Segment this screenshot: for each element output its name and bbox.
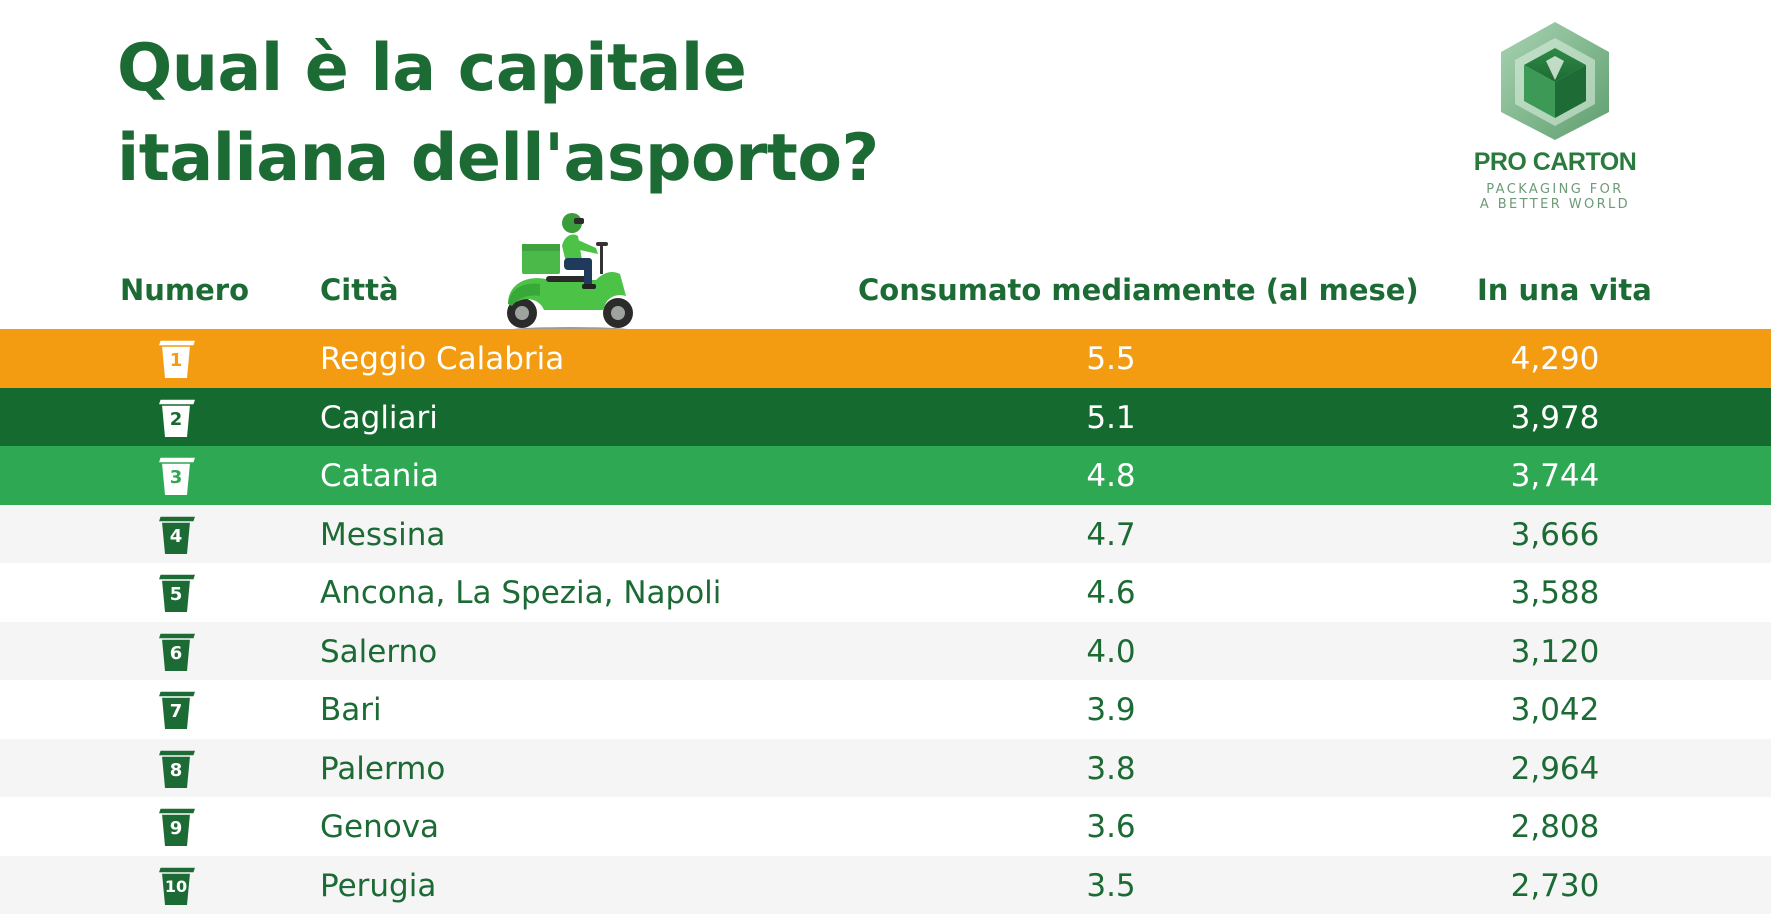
page-title: Qual è la capitale italiana dell'asporto… [117, 31, 879, 196]
table-row: 10 Perugia 3.5 2,730 [0, 855, 1771, 914]
monthly-value: 4.8 [1086, 458, 1136, 494]
table-row: 1 Reggio Calabria 5.5 4,290 [0, 329, 1771, 388]
city-name: Catania [320, 458, 440, 494]
brand-name: PRO CARTON [1473, 148, 1637, 176]
table-row: 5 Ancona, La Spezia, Napoli 4.6 3,588 [0, 563, 1771, 622]
ranking-table: 1 Reggio Calabria 5.5 4,290 2 Cagliari 5… [0, 329, 1771, 914]
takeaway-box-icon: 4 [156, 514, 200, 556]
lifetime-value: 3,666 [1510, 516, 1600, 553]
pro-carton-logo: PRO CARTON PACKAGING FOR A BETTER WORLD [1470, 20, 1640, 215]
lifetime-value: 2,730 [1510, 867, 1600, 904]
takeaway-box-icon: 10 [156, 865, 200, 907]
rank-number: 8 [169, 759, 183, 781]
table-row: 2 Cagliari 5.1 3,978 [0, 387, 1771, 446]
lifetime-value: 3,744 [1510, 458, 1600, 494]
city-name: Salerno [320, 633, 438, 670]
lifetime-value: 3,042 [1510, 692, 1600, 728]
city-name: Bari [320, 692, 382, 728]
monthly-value: 3.9 [1086, 692, 1136, 728]
takeaway-box-icon: 8 [156, 748, 200, 790]
rank-number: 2 [169, 408, 183, 430]
header-rank: Numero [120, 273, 250, 307]
brand-tagline-2: A BETTER WORLD [1479, 197, 1631, 212]
city-name: Messina [320, 516, 446, 553]
city-name: Perugia [320, 867, 437, 904]
monthly-value: 3.5 [1086, 867, 1136, 904]
monthly-value: 3.8 [1086, 750, 1136, 787]
takeaway-box-icon: 1 [156, 338, 200, 380]
rank-number: 6 [169, 642, 183, 664]
lifetime-value: 2,808 [1510, 809, 1600, 845]
takeaway-box-icon: 6 [156, 631, 200, 673]
header-city: Città [320, 273, 399, 307]
rank-number: 7 [169, 701, 183, 722]
table-row: 8 Palermo 3.8 2,964 [0, 738, 1771, 797]
lifetime-value: 3,120 [1510, 633, 1600, 670]
takeaway-box-icon: 2 [156, 397, 200, 439]
lifetime-value: 4,290 [1510, 341, 1600, 377]
city-name: Genova [320, 809, 440, 845]
rank-number: 3 [169, 467, 183, 488]
monthly-value: 5.1 [1086, 399, 1136, 436]
city-name: Cagliari [320, 399, 438, 436]
takeaway-box-icon: 5 [156, 572, 200, 614]
rank-number: 10 [164, 876, 188, 896]
header-monthly: Consumato mediamente (al mese) [858, 273, 1419, 307]
city-name: Reggio Calabria [320, 341, 565, 377]
table-row: 6 Salerno 4.0 3,120 [0, 621, 1771, 680]
rank-number: 1 [169, 350, 183, 371]
header-lifetime: In una vita [1477, 273, 1652, 307]
city-name: Palermo [320, 750, 446, 787]
monthly-value: 4.6 [1086, 575, 1136, 611]
monthly-value: 4.7 [1086, 516, 1136, 553]
lifetime-value: 3,978 [1510, 399, 1600, 436]
pro-carton-cube-icon [1501, 22, 1609, 140]
takeaway-box-icon: 3 [156, 455, 200, 497]
rank-number: 9 [169, 818, 183, 839]
rank-number: 4 [169, 525, 183, 547]
rank-number: 5 [169, 584, 183, 605]
delivery-scooter-icon [504, 213, 636, 335]
takeaway-box-icon: 7 [156, 689, 200, 731]
city-name: Ancona, La Spezia, Napoli [320, 575, 722, 611]
lifetime-value: 2,964 [1510, 750, 1600, 787]
takeaway-box-icon: 9 [156, 806, 200, 848]
table-row: 4 Messina 4.7 3,666 [0, 504, 1771, 563]
monthly-value: 5.5 [1086, 341, 1136, 377]
table-row: 9 Genova 3.6 2,808 [0, 797, 1771, 856]
table-row: 3 Catania 4.8 3,744 [0, 446, 1771, 505]
brand-tagline-1: PACKAGING FOR [1486, 182, 1624, 197]
lifetime-value: 3,588 [1510, 575, 1600, 611]
monthly-value: 3.6 [1086, 809, 1136, 845]
table-row: 7 Bari 3.9 3,042 [0, 680, 1771, 739]
monthly-value: 4.0 [1086, 633, 1136, 670]
